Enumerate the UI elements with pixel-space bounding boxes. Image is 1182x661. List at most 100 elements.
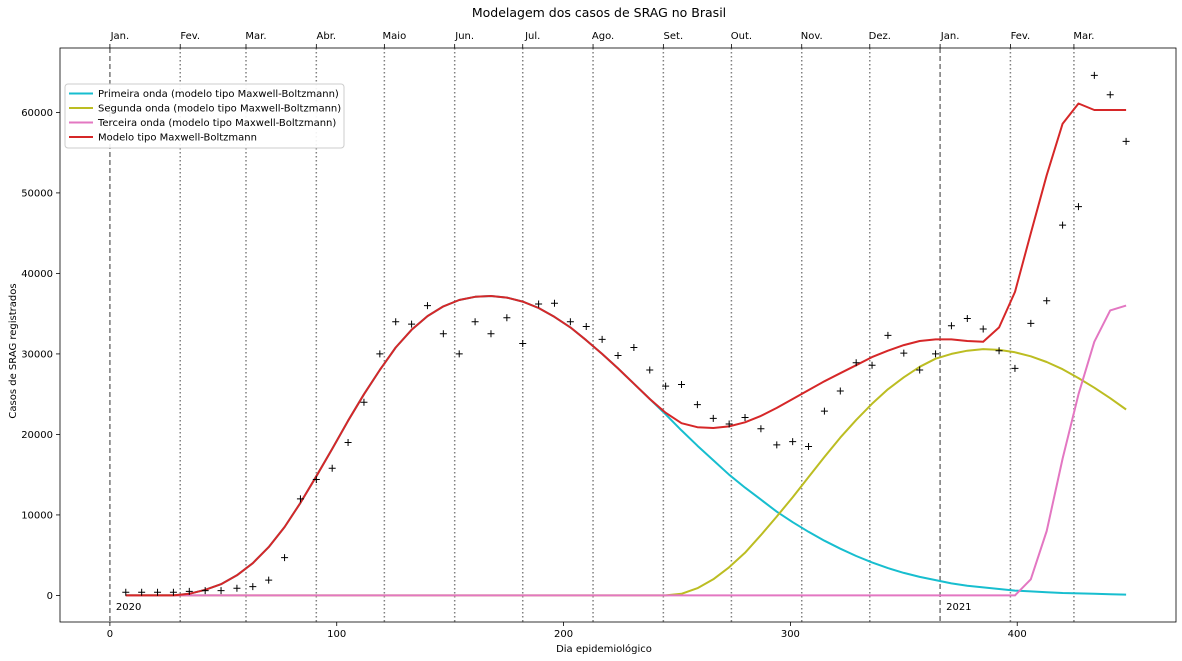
year-label: 2020 [116, 602, 141, 613]
observed-point [932, 350, 940, 358]
month-tick-label: Abr. [317, 31, 337, 42]
observed-point [122, 588, 130, 596]
y-tick-label: 60000 [21, 108, 53, 119]
legend-box [64, 83, 345, 149]
observed-point [265, 576, 273, 584]
x-tick-label: 400 [1008, 629, 1027, 640]
observed-point [408, 320, 416, 328]
plot-frame [59, 47, 1177, 623]
observed-point [376, 350, 384, 358]
observed-point [868, 361, 876, 369]
observed-point [773, 441, 781, 449]
observed-point [741, 414, 749, 422]
observed-point [566, 318, 574, 326]
observed-point [678, 381, 686, 389]
observed-point [471, 318, 479, 326]
observed-point [900, 349, 908, 357]
month-tick-label: Jun. [454, 31, 474, 42]
month-tick-labels: Jan. Fev. Mar. Abr. Maio Jun. Jul. Ago. Set. Out.… [110, 31, 1095, 42]
x-tick-label: 100 [327, 629, 346, 640]
observed-point [805, 442, 813, 450]
observed-point [789, 438, 797, 446]
x-axis-ticks: 0 100 200 300 400 [107, 622, 1027, 640]
observed-point [646, 366, 654, 374]
observed-point [630, 343, 638, 351]
observed-point [1090, 71, 1098, 79]
observed-point [344, 438, 352, 446]
month-tick-label: Mar. [245, 31, 266, 42]
plot-border [59, 47, 1177, 623]
observed-point [487, 330, 495, 338]
observed-point [582, 323, 590, 331]
observed-point [455, 350, 463, 358]
observed-point [1122, 137, 1130, 145]
y-tick-label: 10000 [21, 510, 53, 521]
observed-point [1043, 297, 1051, 305]
observed-point [725, 420, 733, 428]
observed-point [296, 495, 304, 503]
observed-point [757, 425, 765, 433]
legend-entry: Terceira onda (modelo tipo Maxwell-Boltz… [97, 118, 336, 129]
observed-point [550, 299, 558, 307]
observed-point [328, 464, 336, 472]
month-tick-label: Nov. [801, 31, 823, 42]
legend: Primeira onda (modelo tipo Maxwell-Boltz… [64, 83, 345, 149]
month-tick-label: Mar. [1073, 31, 1094, 42]
month-tick-label: Ago. [592, 31, 614, 42]
observed-point [693, 401, 701, 409]
observed-point [535, 300, 543, 308]
observed-point [138, 588, 146, 596]
observed-point [1106, 91, 1114, 99]
y-tick-label: 20000 [21, 430, 53, 441]
observed-point [233, 584, 241, 592]
observed-point [916, 366, 924, 374]
x-tick-label: 200 [554, 629, 573, 640]
month-tick-label: Fev. [180, 31, 200, 42]
series-line-4 [125, 102, 1127, 597]
observed-point [598, 335, 606, 343]
month-tick-label: Maio [383, 31, 407, 42]
chart-title: Modelagem dos casos de SRAG no Brasil [472, 5, 726, 20]
x-tick-label: 0 [107, 629, 113, 640]
month-tick-label: Jul. [524, 31, 540, 42]
observed-point [201, 587, 209, 595]
observed-point [1011, 364, 1019, 372]
year-labels: 2020 2021 [116, 602, 972, 613]
y-tick-label: 30000 [21, 349, 53, 360]
observed-point [185, 587, 193, 595]
observed-point [217, 587, 225, 595]
y-tick-label: 40000 [21, 269, 53, 280]
observed-point [947, 322, 955, 330]
y-axis-ticks: 0 10000 20000 30000 40000 50000 60000 [21, 108, 60, 602]
observed-point [963, 314, 971, 322]
month-tick-label: Out. [731, 31, 752, 42]
month-tick-label: Dez. [869, 31, 891, 42]
observed-point [312, 476, 320, 484]
observed-point [503, 314, 511, 322]
observed-point [281, 554, 289, 562]
observed-point [423, 302, 431, 310]
observed-point [519, 339, 527, 347]
y-axis-label: Casos de SRAG registrados [8, 283, 19, 418]
observed-point [360, 398, 368, 406]
observed-point [820, 407, 828, 415]
y-tick-label: 50000 [21, 188, 53, 199]
month-tick-label: Set. [664, 31, 684, 42]
observed-point [249, 583, 257, 591]
observed-point [662, 382, 670, 390]
legend-entry: Primeira onda (modelo tipo Maxwell-Boltz… [98, 89, 339, 100]
month-tick-label: Jan. [940, 31, 960, 42]
observed-point [154, 588, 162, 596]
observed-point [169, 588, 177, 596]
x-tick-label: 300 [781, 629, 800, 640]
month-tick-label: Jan. [110, 31, 130, 42]
observed-point [979, 325, 987, 333]
observed-point [836, 387, 844, 395]
observed-point [1074, 203, 1082, 211]
legend-entry: Modelo tipo Maxwell-Boltzmann [98, 133, 257, 144]
observed-point [439, 330, 447, 338]
observed-point [884, 331, 892, 339]
month-gridlines [109, 44, 1075, 622]
series-line-3 [125, 304, 1127, 597]
